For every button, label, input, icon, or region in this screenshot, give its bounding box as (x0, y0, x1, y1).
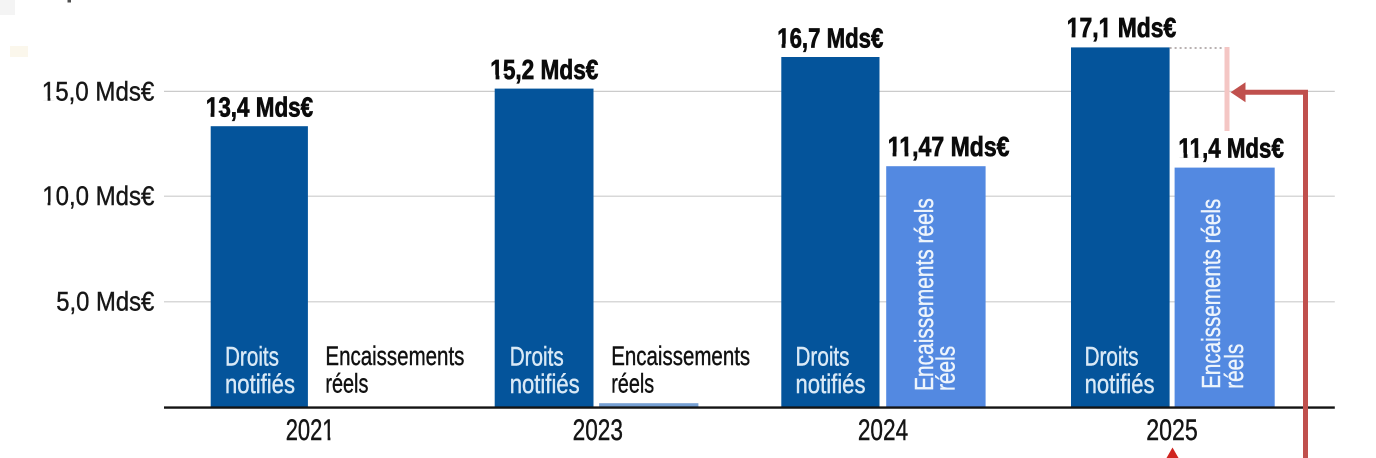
svg-text:11,47 Mds€: 11,47 Mds€ (888, 131, 1010, 162)
svg-text:15,0 Mds€: 15,0 Mds€ (42, 76, 155, 106)
svg-text:2023: 2023 (573, 414, 623, 447)
svg-text:réels: réels (611, 369, 654, 399)
svg-text:17,1 Mds€: 17,1 Mds€ (1067, 12, 1177, 43)
svg-text:Droits: Droits (510, 341, 564, 371)
svg-text:notifiés: notifiés (1085, 369, 1155, 399)
svg-text:2025: 2025 (1146, 414, 1198, 447)
svg-text:réels: réels (933, 346, 961, 391)
svg-text:notifiés: notifiés (225, 369, 295, 399)
svg-text:notifiés: notifiés (510, 369, 580, 399)
svg-text:2024: 2024 (858, 414, 908, 447)
svg-text:notifiés: notifiés (796, 369, 866, 399)
svg-text:Encaissements: Encaissements (611, 341, 750, 371)
svg-text:Encaissements réels: Encaissements réels (911, 198, 939, 391)
svg-text:15,2 Mds€: 15,2 Mds€ (490, 54, 598, 85)
svg-text:2021: 2021 (286, 414, 335, 447)
svg-text:5,0 Mds€: 5,0 Mds€ (56, 287, 154, 317)
svg-text:13,4 Mds€: 13,4 Mds€ (206, 92, 313, 123)
svg-text:Droits: Droits (225, 341, 279, 371)
svg-text:16,7 Mds€: 16,7 Mds€ (777, 23, 883, 54)
svg-text:Encaissements: Encaissements (325, 341, 464, 371)
svg-text:Droits: Droits (1085, 341, 1139, 371)
svg-text:réels: réels (1221, 344, 1249, 389)
svg-text:réels: réels (325, 369, 368, 399)
svg-text:11,4 Mds€: 11,4 Mds€ (1178, 132, 1284, 163)
svg-text:Encaissements réels: Encaissements réels (1198, 199, 1226, 389)
svg-text:Droits: Droits (796, 341, 850, 371)
svg-text:10,0 Mds€: 10,0 Mds€ (42, 181, 154, 211)
